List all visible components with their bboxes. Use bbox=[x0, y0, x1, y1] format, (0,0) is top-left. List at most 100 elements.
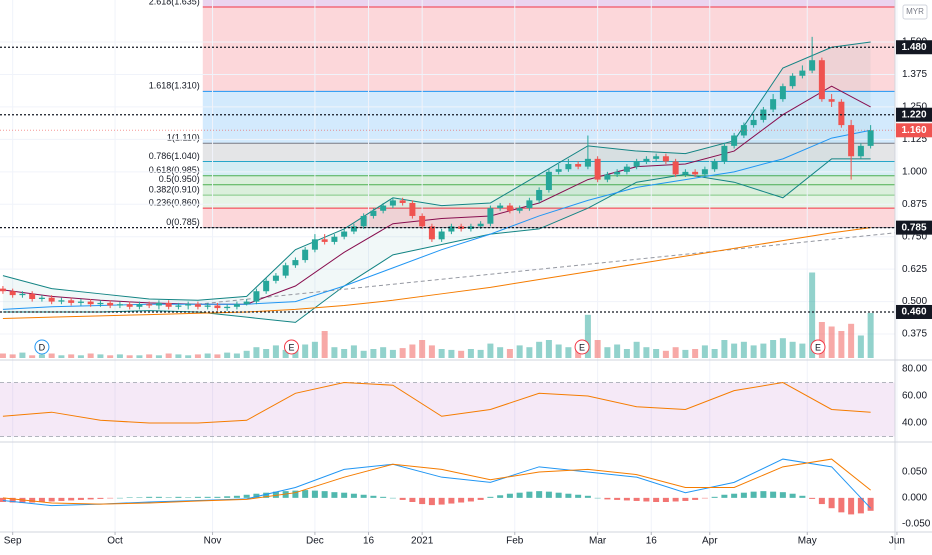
fib-zone bbox=[202, 195, 895, 209]
histogram-bar bbox=[419, 497, 426, 505]
histogram-bar bbox=[692, 497, 699, 500]
volume-bar bbox=[29, 355, 36, 358]
volume-bar bbox=[311, 341, 318, 358]
candle-body bbox=[448, 226, 455, 232]
fib-label: 0.236(0.860) bbox=[149, 198, 200, 208]
volume-bar bbox=[302, 344, 309, 358]
volume-bar bbox=[799, 343, 806, 358]
volume-bar bbox=[584, 314, 591, 358]
candle-body bbox=[438, 231, 445, 240]
volume-bar bbox=[243, 350, 250, 358]
candle-body bbox=[867, 130, 874, 146]
volume-bar bbox=[409, 344, 416, 358]
volume-bar bbox=[458, 350, 465, 358]
fib-label: 0.382(0.910) bbox=[149, 185, 200, 195]
histogram-bar bbox=[146, 496, 153, 498]
volume-bar bbox=[263, 349, 270, 358]
volume-bar bbox=[370, 349, 377, 358]
histogram-bar bbox=[116, 497, 123, 499]
candle-body bbox=[711, 161, 718, 170]
volume-bar bbox=[58, 355, 65, 358]
histogram-bar bbox=[185, 497, 192, 498]
y-tick-label: 1.375 bbox=[902, 69, 927, 80]
histogram-bar bbox=[818, 497, 825, 505]
currency-box bbox=[902, 4, 928, 20]
volume-bar bbox=[389, 349, 396, 358]
y-tick-label: 1.000 bbox=[902, 166, 927, 177]
candle-body bbox=[87, 301, 94, 305]
volume-bar bbox=[428, 345, 435, 358]
candle-body bbox=[604, 174, 611, 180]
y-tick-label: 0.875 bbox=[902, 199, 927, 210]
y-tick-label: 0.000 bbox=[902, 493, 927, 504]
candle-body bbox=[263, 280, 270, 292]
candle-body bbox=[0, 288, 6, 292]
histogram-bar bbox=[516, 492, 523, 498]
histogram-bar bbox=[204, 496, 211, 498]
candle-body bbox=[818, 60, 825, 100]
candle-body bbox=[380, 205, 387, 211]
histogram-bar bbox=[438, 497, 445, 505]
volume-bar bbox=[497, 347, 504, 358]
histogram-bar bbox=[604, 497, 611, 500]
histogram-bar bbox=[68, 497, 75, 501]
candle-body bbox=[19, 293, 26, 296]
histogram-bar bbox=[87, 497, 94, 500]
candle-body bbox=[545, 171, 552, 190]
volume-bar bbox=[672, 347, 679, 358]
histogram-bar bbox=[779, 492, 786, 498]
volume-bar bbox=[419, 340, 426, 358]
band-fill bbox=[2, 42, 871, 323]
histogram-bar bbox=[272, 491, 279, 498]
histogram-bar bbox=[828, 497, 835, 509]
volume-bar bbox=[19, 352, 26, 358]
histogram-bar bbox=[760, 491, 767, 498]
rsi-line bbox=[2, 382, 871, 424]
volume-bar bbox=[107, 355, 114, 358]
volume-bar bbox=[116, 354, 123, 358]
candle-body bbox=[253, 291, 260, 302]
candle-body bbox=[701, 169, 708, 175]
candle-body bbox=[233, 304, 240, 307]
volume-bar bbox=[614, 344, 621, 358]
histogram-bar bbox=[672, 497, 679, 502]
volume-bar bbox=[653, 349, 660, 358]
candle-body bbox=[536, 189, 543, 201]
volume-bar bbox=[77, 355, 84, 358]
histogram-bar bbox=[770, 491, 777, 498]
histogram-bar bbox=[399, 497, 406, 500]
moving-average bbox=[2, 227, 871, 319]
price-label: 0.785 bbox=[901, 222, 926, 233]
histogram-bar bbox=[58, 497, 65, 501]
candle-body bbox=[194, 304, 201, 307]
candle-body bbox=[282, 265, 289, 276]
candle-body bbox=[58, 300, 65, 302]
candle-body bbox=[653, 156, 660, 159]
event-marker bbox=[34, 339, 50, 355]
candle-body bbox=[38, 297, 45, 300]
candle-body bbox=[799, 70, 806, 76]
histogram-bar bbox=[38, 497, 45, 502]
volume-bar bbox=[194, 354, 201, 358]
price-label: 1.220 bbox=[901, 109, 926, 120]
candle-body bbox=[497, 205, 504, 209]
price-label-box bbox=[896, 40, 932, 55]
volume-bar bbox=[662, 350, 669, 358]
histogram-bar bbox=[506, 493, 513, 498]
x-tick-label: 16 bbox=[646, 536, 658, 547]
price-label-box bbox=[896, 304, 932, 319]
histogram-bar bbox=[107, 497, 114, 499]
volume-bar bbox=[818, 322, 825, 358]
candle-body bbox=[575, 164, 582, 167]
candle-body bbox=[243, 301, 250, 305]
histogram-bar bbox=[682, 497, 689, 501]
currency-label: MYR bbox=[906, 7, 924, 16]
candle-body bbox=[9, 291, 16, 296]
candle-body bbox=[146, 304, 153, 306]
event-marker bbox=[574, 339, 590, 355]
histogram-bar bbox=[789, 493, 796, 498]
histogram-bar bbox=[565, 493, 572, 498]
event-label: D bbox=[39, 342, 46, 352]
volume-bar bbox=[750, 345, 757, 358]
